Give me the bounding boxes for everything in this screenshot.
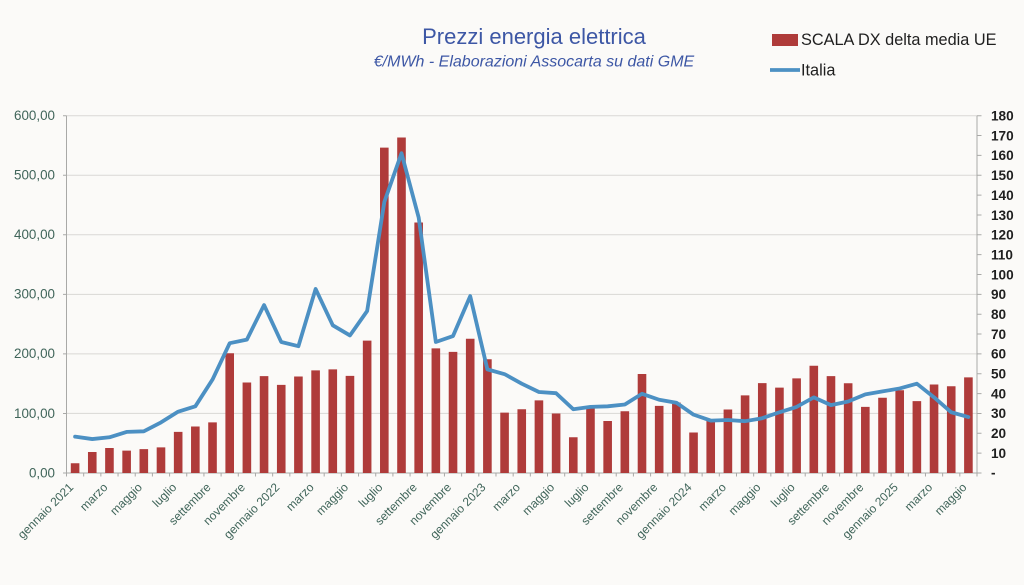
svg-text:30: 30 <box>991 406 1006 421</box>
svg-text:-: - <box>991 466 996 481</box>
svg-text:110: 110 <box>991 247 1013 262</box>
svg-text:140: 140 <box>991 188 1014 203</box>
svg-text:10: 10 <box>991 446 1006 461</box>
svg-text:80: 80 <box>991 307 1006 322</box>
svg-text:200,00: 200,00 <box>14 346 55 361</box>
svg-text:SCALA DX delta media UE: SCALA DX delta media UE <box>801 31 997 49</box>
svg-text:120: 120 <box>991 228 1014 243</box>
svg-text:20: 20 <box>991 426 1006 441</box>
svg-text:90: 90 <box>991 287 1006 302</box>
svg-text:€/MWh - Elaborazioni Assocarta: €/MWh - Elaborazioni Assocarta su dati G… <box>374 54 695 71</box>
svg-text:150: 150 <box>991 168 1014 183</box>
svg-text:180: 180 <box>991 109 1014 124</box>
svg-text:0,00: 0,00 <box>29 465 55 480</box>
svg-text:500,00: 500,00 <box>14 168 55 183</box>
svg-text:70: 70 <box>991 327 1006 342</box>
svg-text:160: 160 <box>991 148 1014 163</box>
svg-text:400,00: 400,00 <box>14 227 55 242</box>
svg-text:300,00: 300,00 <box>14 287 55 302</box>
svg-text:600,00: 600,00 <box>14 108 55 123</box>
svg-text:Italia: Italia <box>801 62 836 80</box>
svg-text:50: 50 <box>991 367 1006 382</box>
svg-text:130: 130 <box>991 208 1014 223</box>
svg-text:60: 60 <box>991 347 1006 362</box>
svg-text:Prezzi energia elettrica: Prezzi energia elettrica <box>422 24 647 49</box>
svg-text:170: 170 <box>991 128 1014 143</box>
svg-text:40: 40 <box>991 386 1006 401</box>
svg-text:100,00: 100,00 <box>14 406 55 421</box>
svg-text:100: 100 <box>991 267 1014 282</box>
